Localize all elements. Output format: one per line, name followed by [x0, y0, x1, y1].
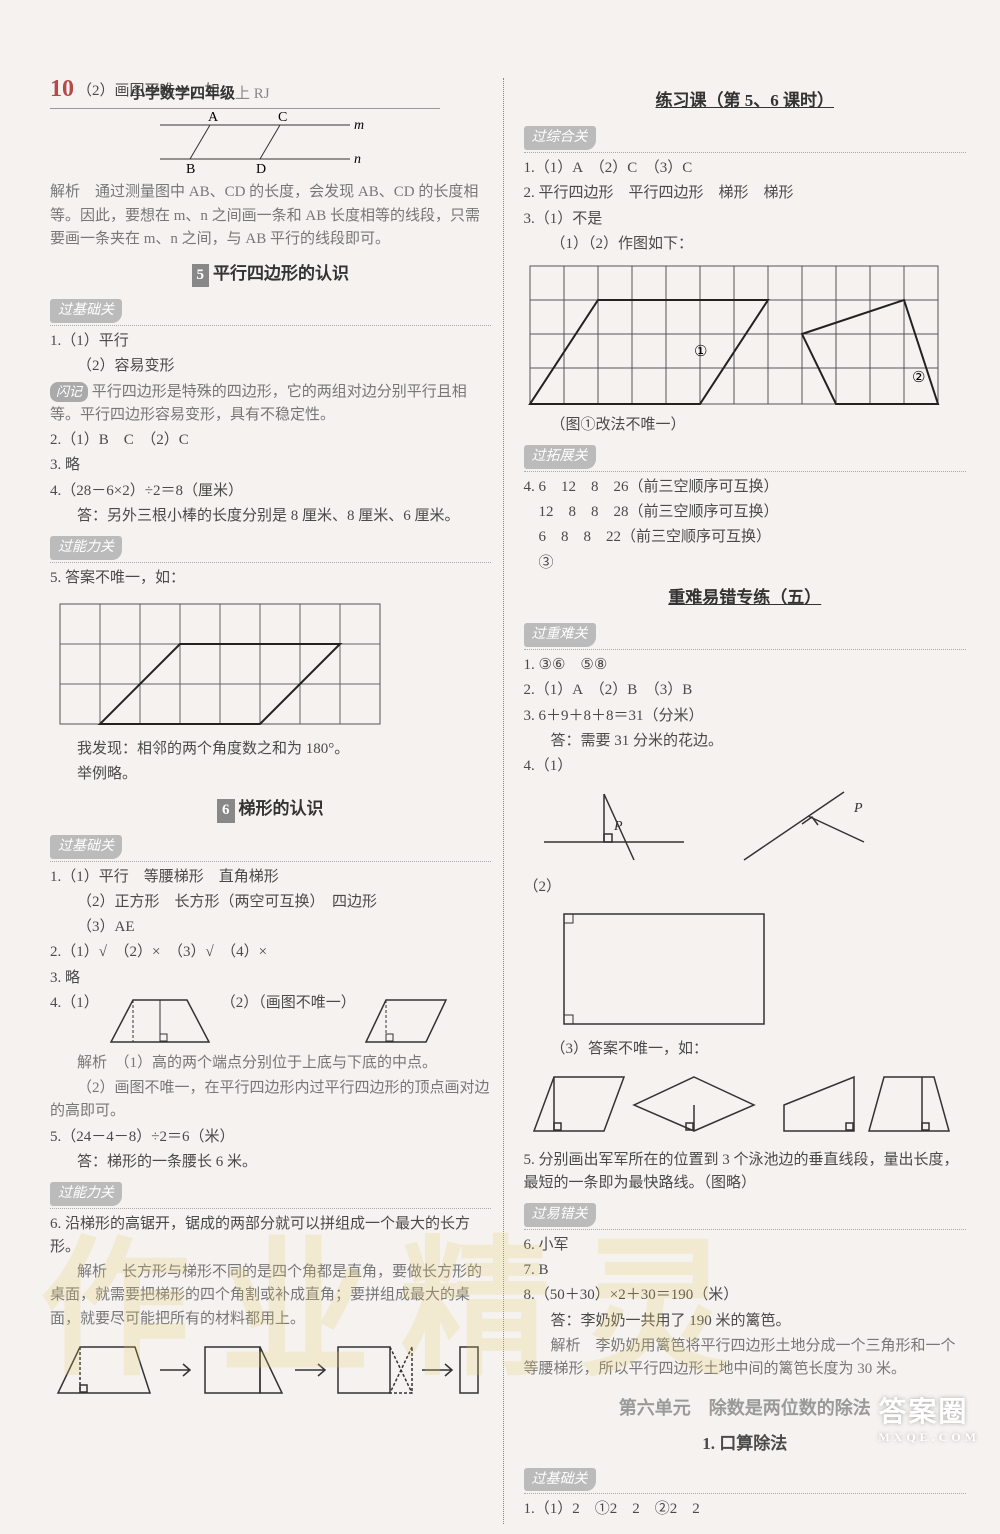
text: 我发现：相邻的两个角度数之和为 180°。: [50, 738, 491, 761]
grid-parallelogram: [50, 594, 390, 734]
text: 1.（1）2 ①2 2 ②2 2: [524, 1498, 966, 1521]
text: 答：李奶奶一共用了 190 米的篱笆。: [524, 1310, 966, 1333]
header-title: 小学数学四年级: [130, 86, 235, 102]
corner-watermark: 答案圈 MXQE.COM: [878, 1390, 980, 1445]
svg-text:n: n: [354, 152, 361, 167]
flash-note: 闪记 平行四边形是特殊的四边形，它的两组对边分别平行且相等。平行四边形容易变形，…: [50, 381, 491, 428]
svg-text:②: ②: [912, 370, 925, 386]
watermark-url: MXQE.COM: [878, 1430, 980, 1445]
text: （3）AE: [50, 916, 491, 939]
text: 1. ③⑥ ⑤⑧: [524, 654, 966, 677]
text: 4.（1） （2）（画图不唯一）: [50, 992, 491, 1050]
analysis-text: 解析 通过测量图中 AB、CD 的长度，会发现 AB、CD 的长度相等。因此，要…: [50, 181, 491, 251]
flash-icon: 闪记: [50, 382, 88, 402]
parallelogram-height-diagram: [362, 992, 452, 1050]
text: 4. 6 12 8 26（前三空顺序可互换）: [524, 476, 966, 499]
text: 2.（1）B C （2）C: [50, 429, 491, 452]
text: （1）（2）作图如下：: [524, 233, 966, 256]
section-number: 5: [192, 264, 210, 287]
svg-text:P: P: [853, 801, 863, 816]
text: 7. B: [524, 1259, 966, 1282]
text: 4.（28－6×2）÷2＝8（厘米）: [50, 480, 491, 503]
text: （2）画图不唯一，如：: [50, 80, 491, 103]
svg-text:①: ①: [694, 344, 707, 360]
text: （2）容易变形: [50, 355, 491, 378]
svg-text:C: C: [278, 110, 287, 125]
text: 3. 6＋9＋8＋8＝31（分米）: [524, 705, 966, 728]
hard-title: 重难易错专练（五）: [524, 585, 966, 611]
svg-text:m: m: [354, 118, 364, 133]
text: 2. 平行四边形 平行四边形 梯形 梯形: [524, 182, 966, 205]
text: 3. 略: [50, 967, 491, 990]
page-header: 小学数学四年级上 RJ: [130, 82, 270, 103]
trapezoid-height-diagram: [105, 992, 215, 1050]
text: 2.（1）A （2）B （3）B: [524, 679, 966, 702]
tag-basic: 过基础关: [524, 1468, 596, 1492]
text: 答：梯形的一条腰长 6 米。: [50, 1151, 491, 1174]
text: 1.（1）平行 等腰梯形 直角梯形: [50, 866, 491, 889]
text: 6. 沿梯形的高锯开，锯成的两部分就可以拼组成一个最大的长方形。: [50, 1213, 491, 1260]
text: 6. 小军: [524, 1234, 966, 1257]
practice-title: 练习课（第 5、6 课时）: [524, 88, 966, 114]
text: 3. 略: [50, 454, 491, 477]
text: （图①改法不唯一）: [524, 414, 966, 437]
section-number: 6: [217, 799, 235, 822]
text: ③: [524, 552, 966, 575]
grid-shapes-diagram: ① ②: [524, 260, 944, 410]
text: 答：需要 31 分米的花边。: [524, 730, 966, 753]
trapezoid-to-rect-diagram: [50, 1335, 480, 1405]
text: 5.（24－4－8）÷2＝6（米）: [50, 1126, 491, 1149]
text: 12 8 8 28（前三空顺序可互换）: [524, 501, 966, 524]
text: （2）正方形 长方形（两空可互换） 四边形: [50, 891, 491, 914]
svg-text:D: D: [256, 162, 266, 177]
text: 1.（1）平行: [50, 330, 491, 353]
text: 5. 答案不唯一，如：: [50, 567, 491, 590]
tag-ability: 过能力关: [50, 1182, 122, 1206]
text: （3）答案不唯一，如：: [524, 1038, 966, 1061]
tag-comprehensive: 过综合关: [524, 126, 596, 150]
header-suffix: RJ: [250, 86, 270, 102]
tag-extension: 过拓展关: [524, 445, 596, 469]
tag-basic: 过基础关: [50, 835, 122, 859]
section-6-title: 6梯形的认识: [50, 796, 491, 822]
parallelogram-mn-diagram: A C B D m n: [150, 107, 370, 177]
right-column: 练习课（第 5、6 课时） 过综合关 1.（1）A （2）C （3）C 2. 平…: [516, 78, 966, 1524]
header-rule: [50, 108, 440, 109]
svg-text:P: P: [613, 819, 623, 834]
tag-hard: 过重难关: [524, 623, 596, 647]
header-vol: 上: [235, 86, 250, 102]
svg-text:B: B: [186, 162, 195, 177]
text: 5. 分别画出军军所在的位置到 3 个泳池边的垂直线段，量出长度，最短的一条即为…: [524, 1149, 966, 1196]
text: 2.（1）√ （2）× （3）√ （4）×: [50, 941, 491, 964]
rectangle-diagram: [554, 904, 784, 1034]
quad-shapes-row: [524, 1065, 954, 1145]
analysis-text: 解析 李奶奶用篱笆将平行四边形土地分成一个三角形和一个等腰梯形，所以平行四边形土…: [524, 1335, 966, 1382]
tag-ability: 过能力关: [50, 536, 122, 560]
tag-basic: 过基础关: [50, 299, 122, 323]
analysis-text: 解析 （1）高的两个端点分别位于上底与下底的中点。: [50, 1052, 491, 1075]
text: （2）: [524, 876, 966, 899]
column-separator: [503, 78, 504, 1524]
section-5-title: 5平行四边形的认识: [50, 261, 491, 287]
left-column: （2）画图不唯一，如： A C B D m n 解析 通过测量图中 AB、CD …: [50, 78, 491, 1524]
analysis-text: 解析 长方形与梯形不同的是四个角都是直角，要做长方形的桌面，就需要把梯形的四个角…: [50, 1261, 491, 1331]
text: 3.（1）不是: [524, 208, 966, 231]
text: 举例略。: [50, 763, 491, 786]
svg-text:A: A: [208, 110, 219, 125]
page-number: 10: [50, 76, 74, 103]
text: 1.（1）A （2）C （3）C: [524, 157, 966, 180]
tag-error: 过易错关: [524, 1203, 596, 1227]
text: 8.（50＋30）×2＋30＝190（米）: [524, 1284, 966, 1307]
text: 6 8 8 22（前三空顺序可互换）: [524, 526, 966, 549]
text: 答：另外三根小棒的长度分别是 8 厘米、8 厘米、6 厘米。: [50, 505, 491, 528]
text: 4.（1）: [524, 755, 966, 778]
perpendicular-diagrams: P P: [524, 782, 884, 872]
analysis-text: （2）画图不唯一，在平行四边形内过平行四边形的顶点画对边的高即可。: [50, 1077, 491, 1124]
